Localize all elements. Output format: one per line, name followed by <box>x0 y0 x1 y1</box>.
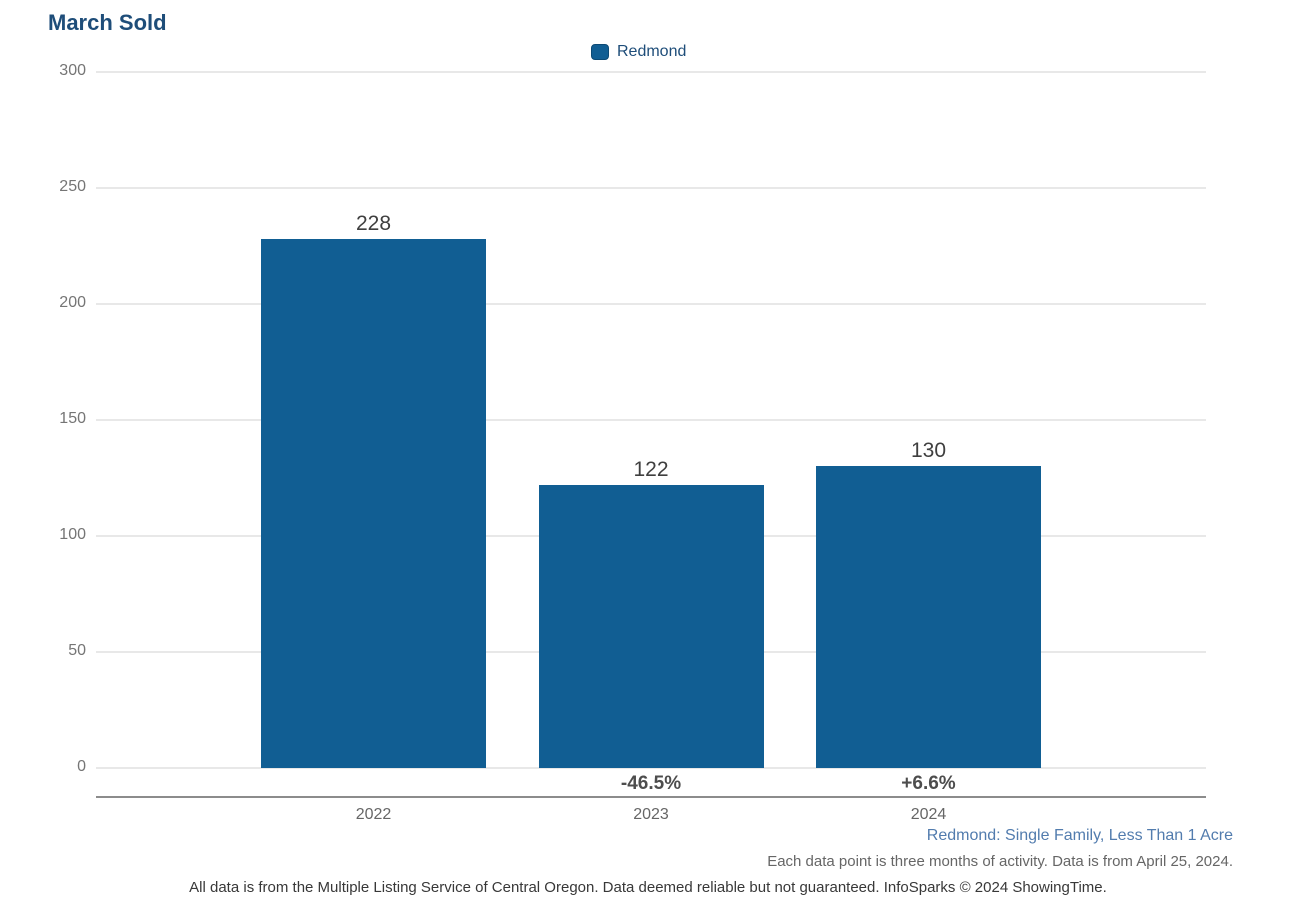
legend[interactable]: Redmond <box>591 43 686 61</box>
y-tick-label-200: 200 <box>59 294 86 311</box>
y-tick-label-100: 100 <box>59 526 86 543</box>
bar-value-label-2024: 130 <box>910 439 947 463</box>
gridline-y-300 <box>96 71 1206 73</box>
y-tick-label-300: 300 <box>59 62 86 79</box>
bar-2022[interactable] <box>261 239 486 768</box>
legend-swatch-redmond-icon <box>591 44 609 60</box>
footnote-disclaimer: All data is from the Multiple Listing Se… <box>189 879 1107 896</box>
y-tick-label-150: 150 <box>59 410 86 427</box>
plot-area: 0 50 100 150 200 250 300 228 2022 122 -46.5% 2023 13… <box>59 62 1206 823</box>
y-tick-label-50: 50 <box>68 642 86 659</box>
footnote-segment: Redmond: Single Family, Less Than 1 Acre <box>926 827 1233 844</box>
pct-change-label-2024: +6.6% <box>901 773 956 794</box>
x-tick-label-2022: 2022 <box>355 806 392 823</box>
x-tick-label-2023: 2023 <box>633 806 669 823</box>
x-tick-label-2024: 2024 <box>910 806 947 823</box>
legend-label-redmond: Redmond <box>617 43 687 60</box>
y-tick-label-0: 0 <box>77 758 86 775</box>
pct-change-label-2023: -46.5% <box>620 773 682 794</box>
footnote-data-note: Each data point is three months of activ… <box>767 853 1233 870</box>
gridline-y-0 <box>96 767 1206 769</box>
bar-value-label-2023: 122 <box>633 457 669 481</box>
gridline-y-250 <box>96 187 1206 189</box>
bar-2024[interactable] <box>816 466 1041 768</box>
x-axis-line <box>96 796 1206 798</box>
chart-title: March Sold <box>48 10 167 35</box>
y-tick-label-250: 250 <box>59 178 86 195</box>
gridline-y-150 <box>96 419 1206 421</box>
bar-value-label-2022: 228 <box>355 212 392 236</box>
gridline-y-200 <box>96 303 1206 305</box>
bar-2023[interactable] <box>538 484 764 768</box>
